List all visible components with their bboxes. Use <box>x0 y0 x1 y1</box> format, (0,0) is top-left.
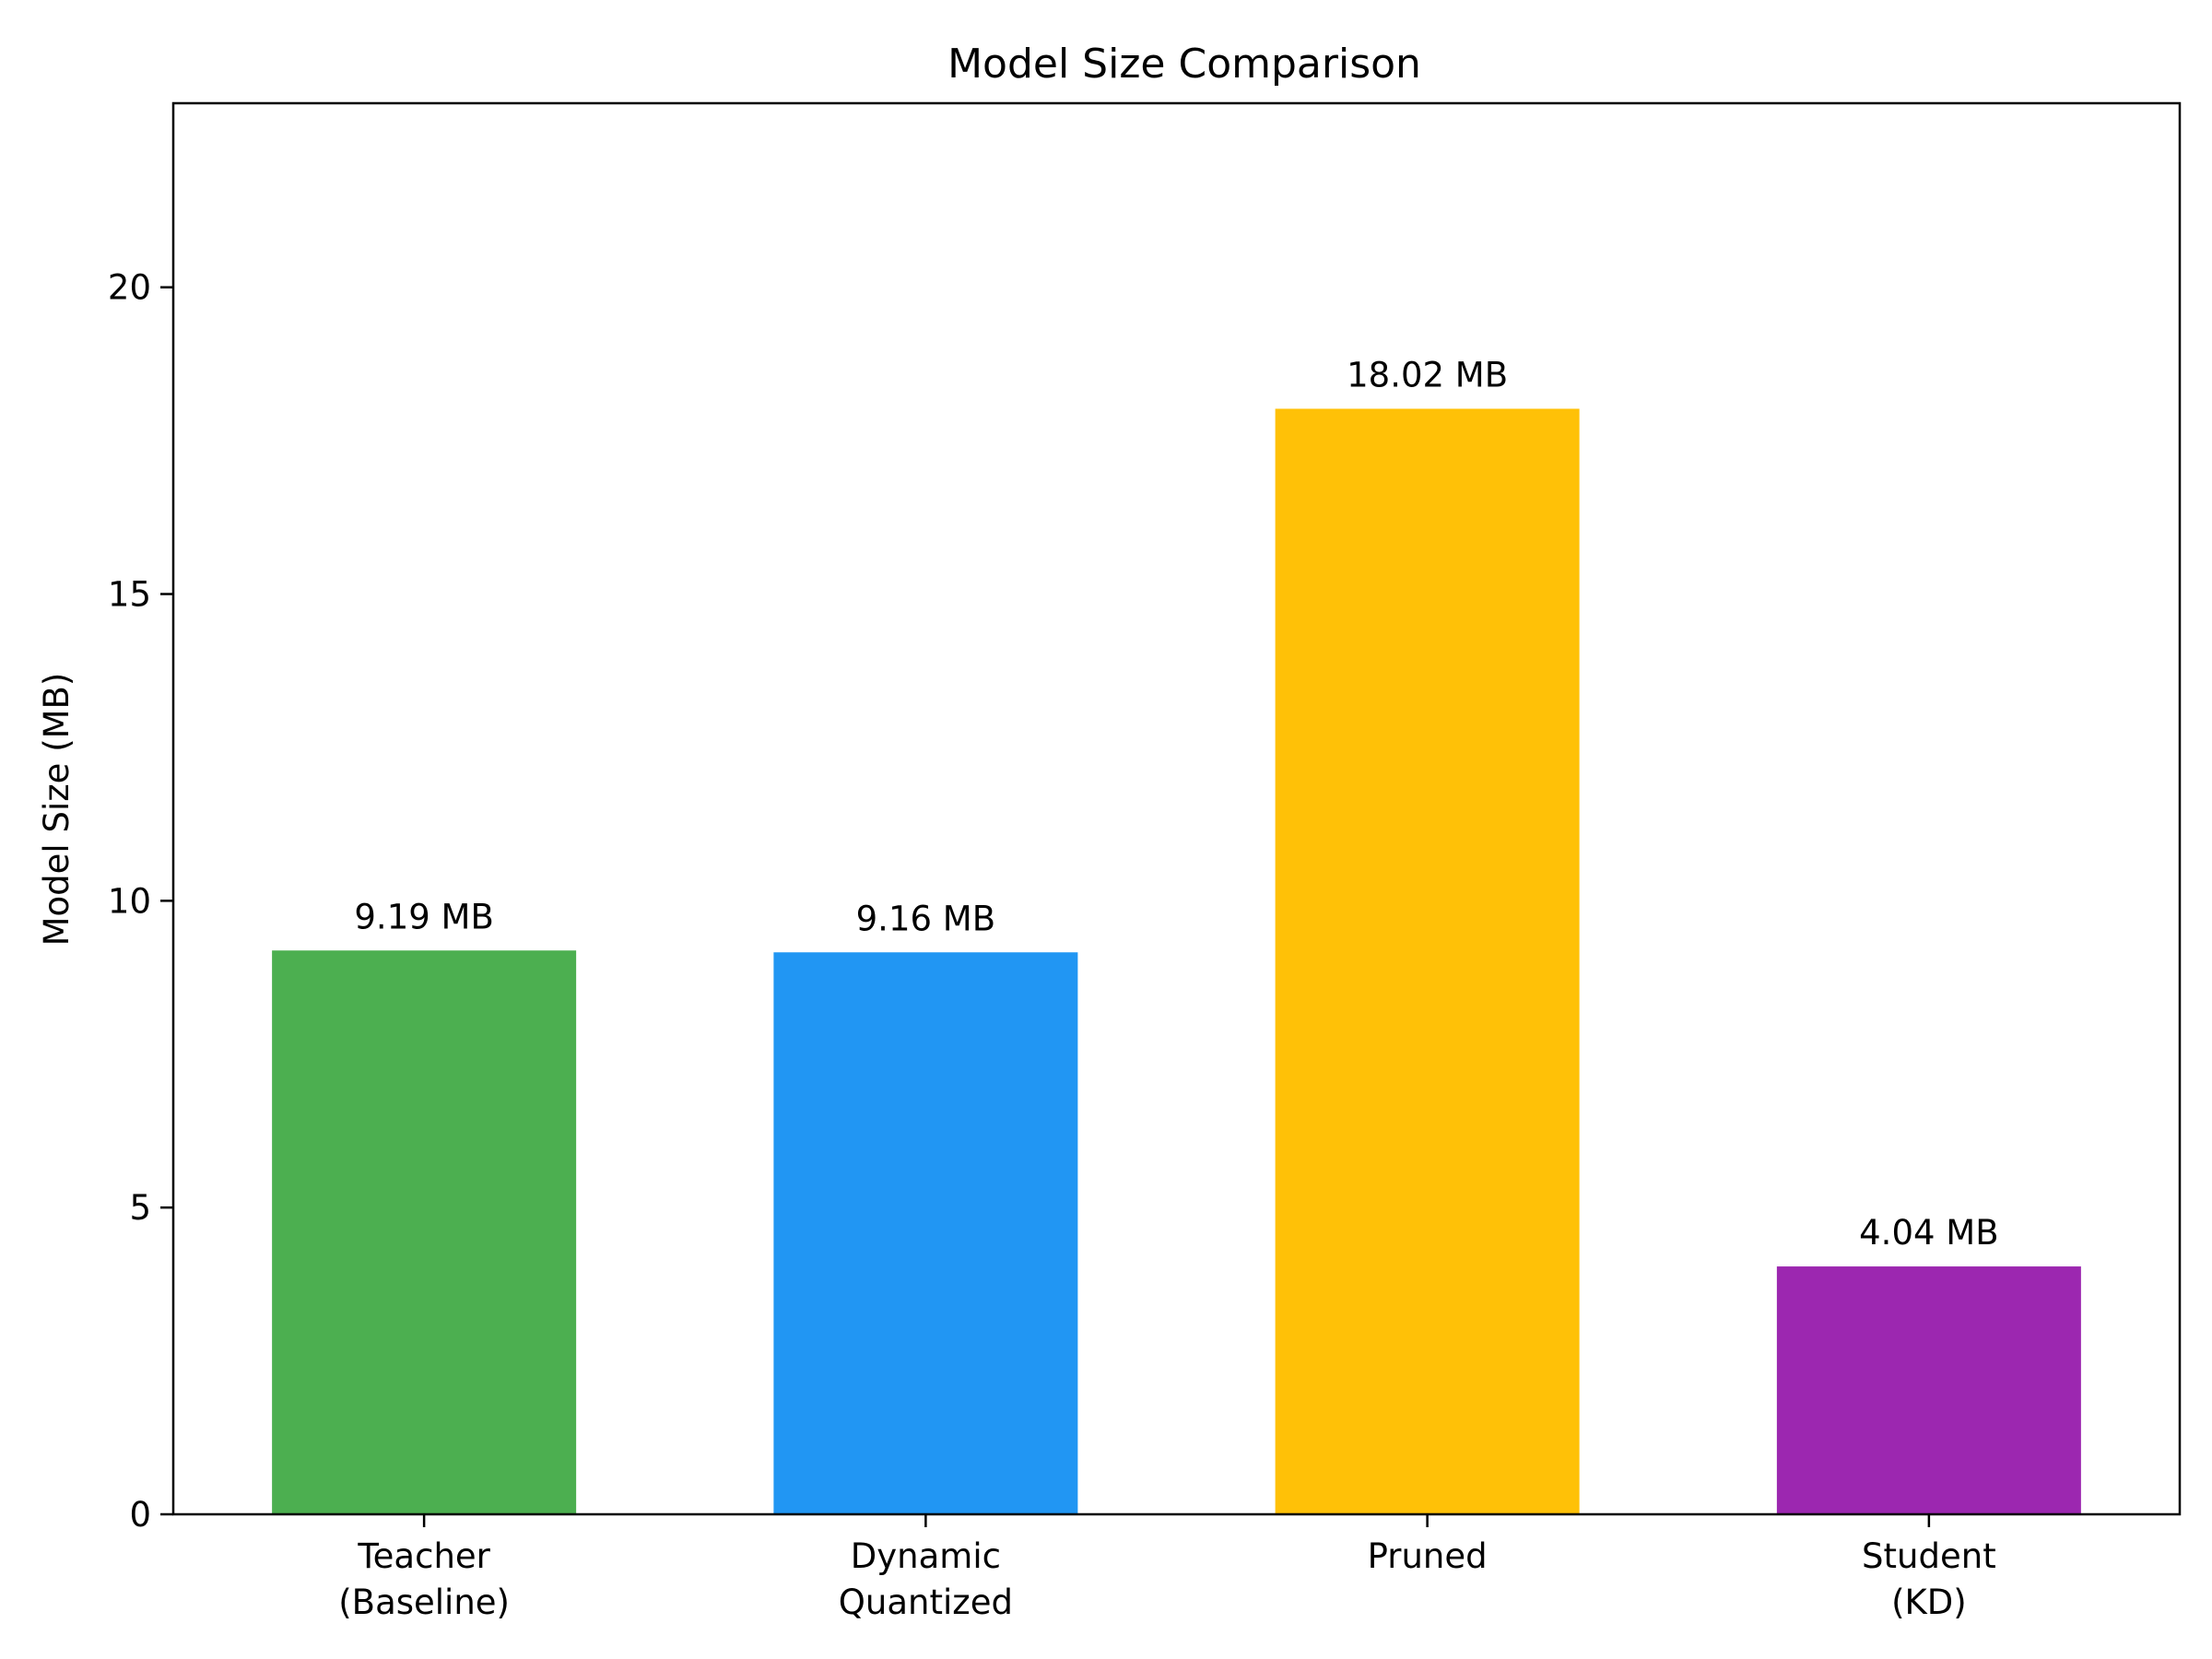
bar-value-label: 18.02 MB <box>1347 355 1508 394</box>
bar <box>1776 1266 2081 1514</box>
x-tick-label: Teacher (Baseline) <box>338 1536 510 1622</box>
x-tick-label: Student (KD) <box>1862 1536 1996 1622</box>
bar <box>773 952 1078 1514</box>
y-tick-label: 20 <box>108 268 151 308</box>
y-tick-label: 15 <box>108 575 151 615</box>
y-tick-label: 5 <box>129 1188 151 1228</box>
y-tick-label: 10 <box>108 881 151 921</box>
bar-value-label: 4.04 MB <box>1859 1213 1998 1253</box>
bar <box>1275 408 1580 1515</box>
y-axis-label: Model Size (MB) <box>37 673 76 947</box>
x-tick-label: Pruned <box>1368 1536 1488 1576</box>
bar-value-label: 9.19 MB <box>354 897 493 936</box>
plot-area: 0 5 10 15 20 9.19 MB Teacher (Baseline) 9.16 MB D… <box>108 268 2081 1622</box>
x-tick-label: Dynamic Quantized <box>839 1536 1013 1622</box>
chart-title: Model Size Comparison <box>947 41 1421 88</box>
bar <box>272 950 577 1514</box>
plot-frame <box>171 101 2182 1516</box>
y-tick-label: 0 <box>129 1495 151 1535</box>
bar-value-label: 9.16 MB <box>856 899 995 938</box>
